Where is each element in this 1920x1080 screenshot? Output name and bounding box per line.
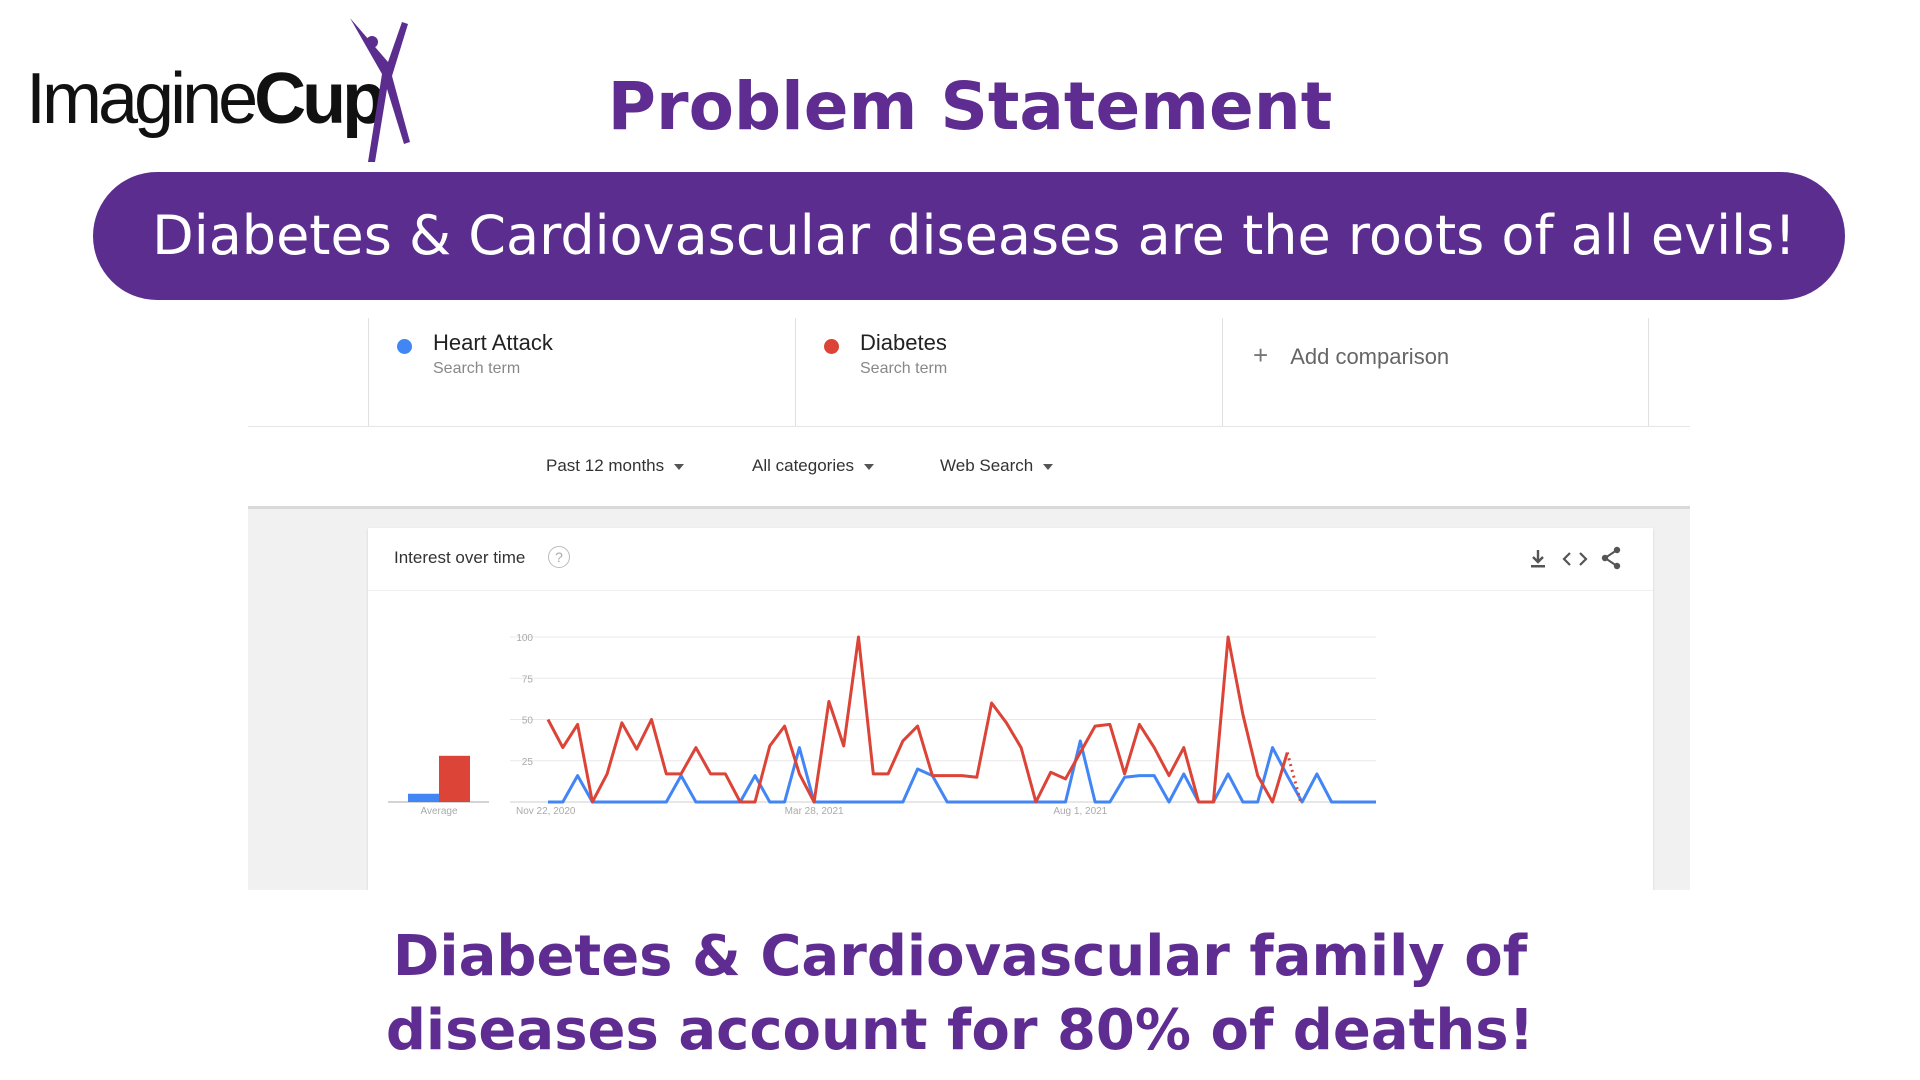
logo-text-imagine: Imagine xyxy=(26,59,258,139)
imaginecup-logo: ImagineCup xyxy=(22,14,410,164)
category-dropdown[interactable]: All categories xyxy=(752,456,875,476)
download-icon[interactable] xyxy=(1528,548,1548,570)
chevron-down-icon xyxy=(1043,463,1054,470)
footer-caption: Diabetes & Cardiovascular family of dise… xyxy=(0,920,1920,1068)
x-tick-label: Mar 28, 2021 xyxy=(785,806,844,817)
average-bar-diabetes xyxy=(439,755,470,802)
term-sub: Search term xyxy=(433,360,521,377)
logo-figure-icon xyxy=(350,18,410,162)
embed-code-icon[interactable] xyxy=(1562,550,1588,568)
term-heart-attack[interactable]: Heart Attack Search term xyxy=(368,318,795,426)
series-line-heart-attack xyxy=(548,739,1376,804)
card-header: Interest over time ? xyxy=(368,528,1653,591)
caption-line-1: Diabetes & Cardiovascular family of xyxy=(392,924,1528,989)
interest-over-time-chart: 25 50 75 100 Average Nov 22, 2020 Mar 28, 2021… xyxy=(388,633,1376,817)
add-comparison-button[interactable]: + Add comparison xyxy=(1222,318,1649,426)
caption-line-2: diseases account for 80% of deaths! xyxy=(385,998,1535,1063)
chevron-down-icon xyxy=(864,463,875,470)
source-dropdown[interactable]: Web Search xyxy=(940,456,1054,476)
x-tick-label: Nov 22, 2020 xyxy=(516,806,576,817)
y-tick-label: 25 xyxy=(522,757,534,768)
plus-icon: + xyxy=(1253,340,1269,370)
source-label: Web Search xyxy=(940,456,1034,475)
y-tick-label: 50 xyxy=(522,716,534,727)
page-title: Problem Statement xyxy=(607,68,1333,145)
interest-over-time-card: Interest over time ? 25 50 75 100 Average Nov… xyxy=(368,528,1653,890)
add-comparison-label: Add comparison xyxy=(1290,344,1450,369)
y-tick-label: 100 xyxy=(516,633,533,644)
term-sub: Search term xyxy=(860,360,948,377)
trends-screenshot: Heart Attack Search term Diabetes Search… xyxy=(248,318,1690,890)
average-label: Average xyxy=(420,806,458,817)
heart-attack-dot-icon xyxy=(397,339,412,354)
term-diabetes[interactable]: Diabetes Search term xyxy=(795,318,1222,426)
category-label: All categories xyxy=(752,456,855,475)
series-line-diabetes xyxy=(546,635,1289,804)
x-tick-label: Aug 1, 2021 xyxy=(1053,806,1107,817)
headline-banner: Diabetes & Cardiovascular diseases are t… xyxy=(93,172,1845,300)
term-name: Diabetes xyxy=(860,330,947,355)
chevron-down-icon xyxy=(674,463,685,470)
term-name: Heart Attack xyxy=(433,330,553,355)
average-bar-heart-attack xyxy=(408,793,439,802)
add-comparison: + Add comparison xyxy=(1253,340,1449,371)
logo-text-cup: Cup xyxy=(254,59,386,139)
question-circle-icon[interactable]: ? xyxy=(548,546,570,568)
logo-wordmark: ImagineCup xyxy=(26,58,386,140)
y-tick-label: 75 xyxy=(522,674,534,685)
share-icon[interactable] xyxy=(1600,546,1622,570)
card-title: Interest over time xyxy=(394,548,526,567)
series-partial-tail xyxy=(1285,752,1303,803)
period-dropdown[interactable]: Past 12 months xyxy=(546,456,685,476)
filters-bar: Past 12 months All categories Web Search xyxy=(248,426,1690,509)
search-terms-bar: Heart Attack Search term Diabetes Search… xyxy=(248,318,1690,427)
diabetes-dot-icon xyxy=(824,339,839,354)
period-label: Past 12 months xyxy=(546,456,665,475)
